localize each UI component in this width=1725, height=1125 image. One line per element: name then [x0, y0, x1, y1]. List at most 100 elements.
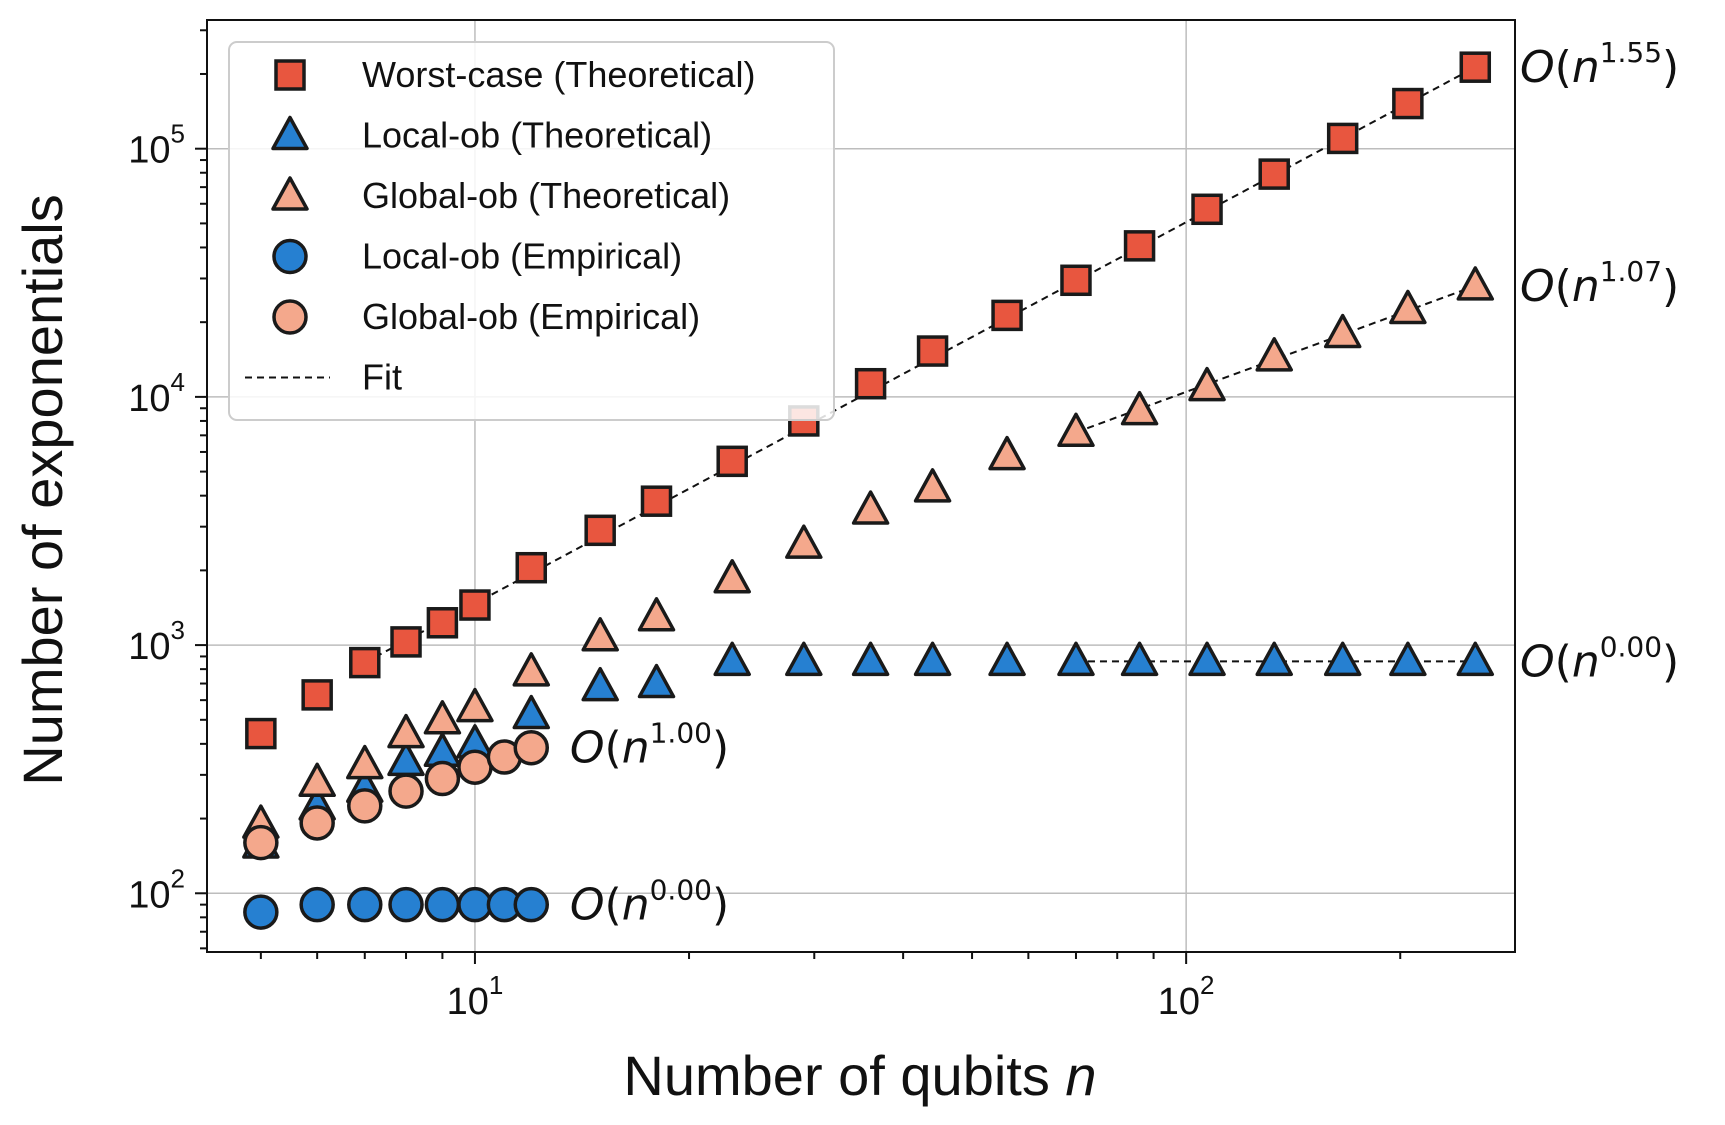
legend-swatch-circle: [272, 299, 308, 335]
data-point-circle: [513, 729, 550, 766]
data-point-triangle: [298, 762, 336, 798]
data-point-triangle: [713, 641, 751, 677]
growth-rate-annotation: O(n1.00): [570, 717, 729, 774]
x-tick-label: 102: [1158, 970, 1215, 1023]
series-1: [242, 641, 1495, 859]
legend-label: Fit: [362, 357, 402, 398]
data-point-circle: [243, 894, 279, 930]
legend: Worst-case (Theoretical) Local-ob (Theore…: [228, 41, 835, 421]
data-point-square: [349, 646, 381, 679]
data-point-triangle: [851, 641, 890, 677]
legend-swatch-triangle: [271, 176, 309, 211]
data-point-triangle: [512, 652, 551, 687]
x-axis-label-text: Number of qubits: [623, 1044, 1049, 1107]
data-point-triangle: [1120, 390, 1159, 426]
data-point-square: [640, 485, 673, 517]
data-point-square: [1392, 87, 1424, 120]
series-0: [245, 51, 1492, 750]
y-tick-label: 102: [128, 863, 185, 916]
data-point-circle: [457, 749, 493, 785]
data-point-triangle: [387, 713, 425, 749]
data-point-triangle: [913, 641, 952, 677]
legend-swatch-square: [274, 59, 306, 91]
data-point-triangle: [851, 490, 890, 525]
legend-label: Worst-case (Theoretical): [362, 54, 755, 95]
x-axis-label: Number of qubits n: [623, 1044, 1096, 1107]
data-point-triangle: [581, 666, 619, 702]
data-point-triangle: [581, 617, 619, 652]
data-point-triangle: [1456, 641, 1495, 677]
data-point-circle: [388, 886, 424, 923]
growth-rate-annotation: O(n0.00): [1520, 630, 1679, 687]
data-point-circle: [513, 886, 550, 923]
data-point-square: [1060, 264, 1092, 297]
data-point-square: [1326, 122, 1359, 155]
data-point-triangle: [456, 687, 494, 723]
x-axis-label-variable: n: [1065, 1044, 1096, 1107]
growth-rate-annotation: O(n1.55): [1520, 36, 1679, 93]
data-point-square: [390, 626, 422, 658]
data-point-square: [584, 514, 616, 547]
growth-annotations: O(n1.55) O(n1.07) O(n0.00) O(n1.00) O(n0.00): [570, 36, 1679, 930]
data-point-square: [1258, 158, 1290, 190]
data-point-circle: [347, 886, 383, 923]
growth-rate-annotation: O(n1.07): [1520, 255, 1679, 312]
data-point-triangle: [346, 744, 384, 780]
data-point-circle: [457, 886, 493, 923]
data-point-triangle: [423, 732, 462, 768]
series-3: [243, 886, 550, 930]
data-point-triangle: [713, 559, 751, 594]
data-point-triangle: [1389, 289, 1427, 325]
legend-label: Local-ob (Theoretical): [362, 115, 712, 156]
data-point-circle: [299, 886, 335, 923]
y-tick-label: 103: [128, 615, 185, 668]
data-point-square: [916, 335, 949, 367]
axis-ticks: 101 102 102 103 104 105: [128, 29, 1402, 1023]
data-point-triangle: [785, 524, 823, 559]
legend-label: Global-ob (Empirical): [362, 296, 700, 337]
data-point-triangle: [1120, 641, 1159, 677]
data-point-square: [991, 299, 1023, 332]
series-4: [243, 729, 550, 861]
data-point-circle: [347, 788, 383, 824]
data-point-triangle: [637, 597, 676, 632]
data-point-triangle: [637, 663, 676, 699]
data-point-triangle: [913, 468, 952, 503]
data-point-circle: [424, 760, 461, 797]
data-point-square: [426, 607, 459, 639]
data-point-triangle: [1057, 412, 1095, 448]
data-point-triangle: [785, 641, 823, 677]
data-point-triangle: [1057, 641, 1095, 677]
data-point-square: [245, 717, 277, 750]
data-point-square: [301, 679, 333, 711]
data-point-triangle: [512, 694, 551, 730]
data-point-triangle: [1389, 641, 1427, 677]
data-point-circle: [243, 824, 279, 861]
data-point-circle: [388, 773, 424, 809]
x-tick-label: 101: [447, 970, 504, 1023]
y-axis-label: Number of exponentials: [11, 194, 74, 785]
data-point-circle: [424, 886, 461, 923]
data-point-triangle: [423, 700, 462, 735]
legend-box: [228, 41, 835, 421]
data-point-triangle: [1456, 266, 1495, 301]
plot-frame: [206, 19, 1516, 953]
data-point-square: [1123, 230, 1156, 262]
legend-swatch-circle: [272, 238, 308, 275]
data-point-square: [854, 367, 887, 400]
legend-swatch-triangle: [271, 115, 309, 151]
data-point-triangle: [1255, 641, 1293, 677]
data-point-triangle: [1255, 337, 1293, 372]
data-point-square: [459, 589, 491, 621]
data-point-triangle: [1323, 641, 1362, 677]
growth-rate-annotation: O(n0.00): [570, 874, 729, 931]
y-tick-label: 105: [128, 119, 185, 172]
data-point-triangle: [1188, 366, 1226, 402]
data-point-triangle: [1323, 313, 1362, 349]
data-point-square: [1459, 51, 1492, 83]
data-point-triangle: [988, 435, 1026, 471]
legend-label: Local-ob (Empirical): [362, 236, 682, 277]
y-tick-label: 104: [128, 367, 185, 420]
legend-label: Global-ob (Theoretical): [362, 175, 730, 216]
